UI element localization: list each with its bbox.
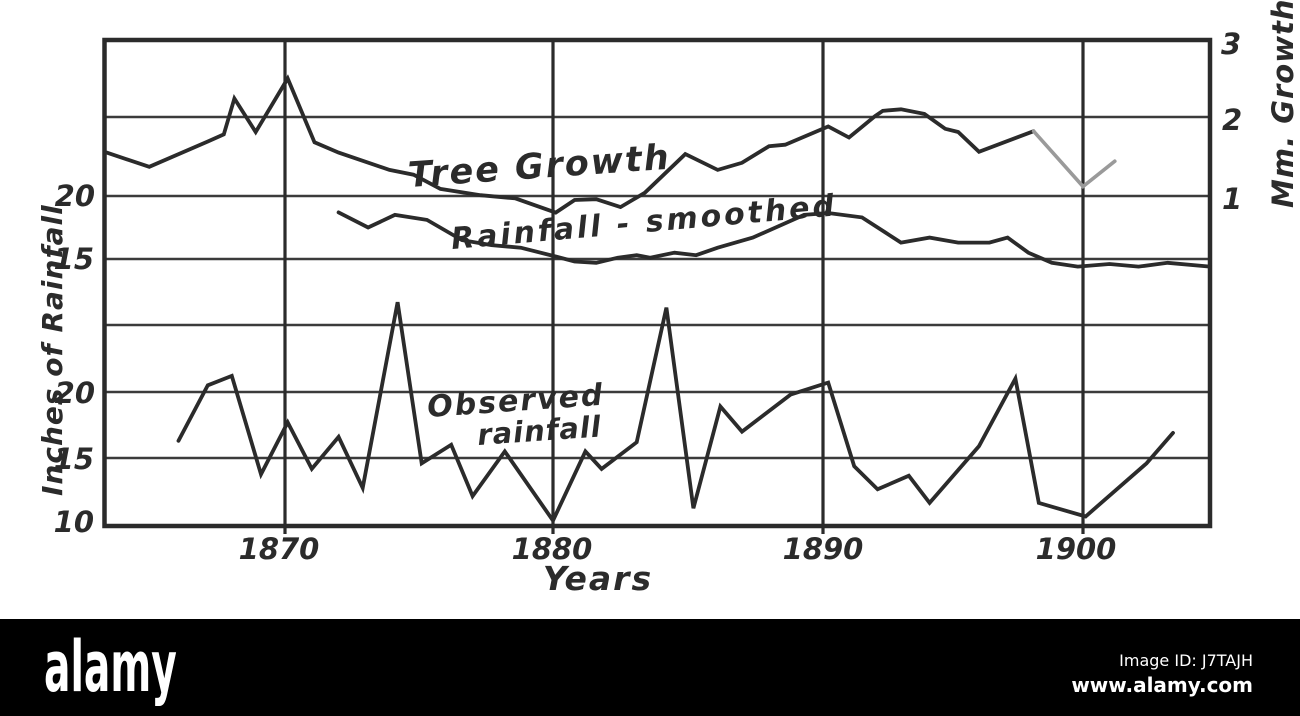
left-lower-tick-15: 15 <box>54 442 94 476</box>
right-tick-3: 3 <box>1221 27 1241 61</box>
watermark-info: Image ID: J7TAJH www.alamy.com <box>1071 650 1253 696</box>
right-tick-2: 2 <box>1222 103 1242 137</box>
x-tick-1880: 1880 <box>512 532 593 566</box>
gridlines <box>104 40 1210 534</box>
left-axis-title: Inches of Rainfall <box>36 204 69 496</box>
x-tick-1870: 1870 <box>239 532 320 566</box>
series-line-tree-growth-faded-tail <box>1031 129 1117 189</box>
left-upper-tick-15: 15 <box>54 242 94 276</box>
chart-canvas: 20 15 20 15 10 3 2 1 1870 1880 1890 1900… <box>36 0 1300 598</box>
series-line-observed-rainfall <box>176 301 1175 525</box>
series-line-tree-growth <box>104 74 1036 215</box>
observed-rainfall-label-line2: rainfall <box>476 409 603 452</box>
tree-growth-label: Tree Growth <box>407 138 672 196</box>
alamy-logo: alamy <box>44 626 177 708</box>
alamy-watermark-bar: alamy Image ID: J7TAJH www.alamy.com <box>0 619 1300 716</box>
left-lower-tick-10: 10 <box>54 505 94 539</box>
series-line-rainfall-smoothed <box>336 210 1212 269</box>
x-tick-1900: 1900 <box>1036 532 1117 566</box>
alamy-url-text: www.alamy.com <box>1071 673 1253 697</box>
x-tick-1890: 1890 <box>783 532 864 566</box>
x-axis-title: Years <box>543 559 653 598</box>
image-id-text: Image ID: J7TAJH <box>1119 651 1253 670</box>
right-axis-title: Mm. Growth <box>1266 0 1300 208</box>
chart-frame <box>102 37 1213 529</box>
data-series <box>104 74 1212 525</box>
left-upper-tick-20: 20 <box>55 179 95 213</box>
right-tick-1: 1 <box>1222 182 1242 216</box>
left-lower-tick-20: 20 <box>55 376 95 410</box>
plot-frame <box>102 37 1213 529</box>
